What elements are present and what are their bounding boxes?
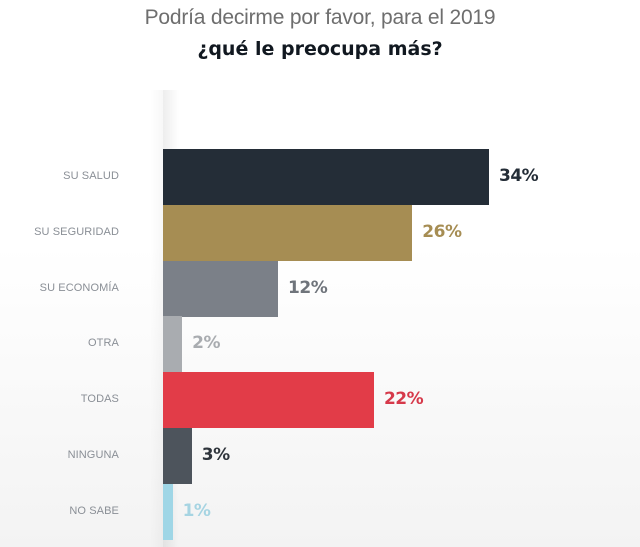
chart-title-line2: ¿qué le preocupa más? bbox=[197, 38, 443, 60]
bar bbox=[163, 428, 192, 485]
value-label: 26% bbox=[422, 221, 462, 242]
bar bbox=[163, 260, 279, 317]
category-label: TODAS bbox=[80, 393, 119, 406]
category-label: OTRA bbox=[88, 337, 119, 350]
value-label: 1% bbox=[182, 500, 211, 521]
bar bbox=[163, 204, 413, 262]
bar bbox=[163, 372, 374, 429]
bar bbox=[163, 483, 173, 541]
value-label: 34% bbox=[499, 165, 539, 186]
value-label: 12% bbox=[288, 277, 328, 298]
value-label: 22% bbox=[383, 389, 424, 410]
axis-shadow-left bbox=[150, 90, 163, 547]
value-label: 3% bbox=[201, 444, 230, 465]
category-label: NO SABE bbox=[69, 504, 119, 517]
category-label: SU SEGURIDAD bbox=[34, 225, 119, 238]
bar bbox=[163, 149, 489, 206]
category-label: SU SALUD bbox=[63, 169, 119, 182]
category-label: NINGUNA bbox=[67, 448, 119, 461]
chart-title-line1: Podría decirme por favor, para el 2019 bbox=[144, 6, 496, 29]
bar bbox=[163, 316, 183, 373]
category-label: SU ECONOMÍA bbox=[39, 281, 119, 294]
value-label: 2% bbox=[192, 333, 221, 354]
